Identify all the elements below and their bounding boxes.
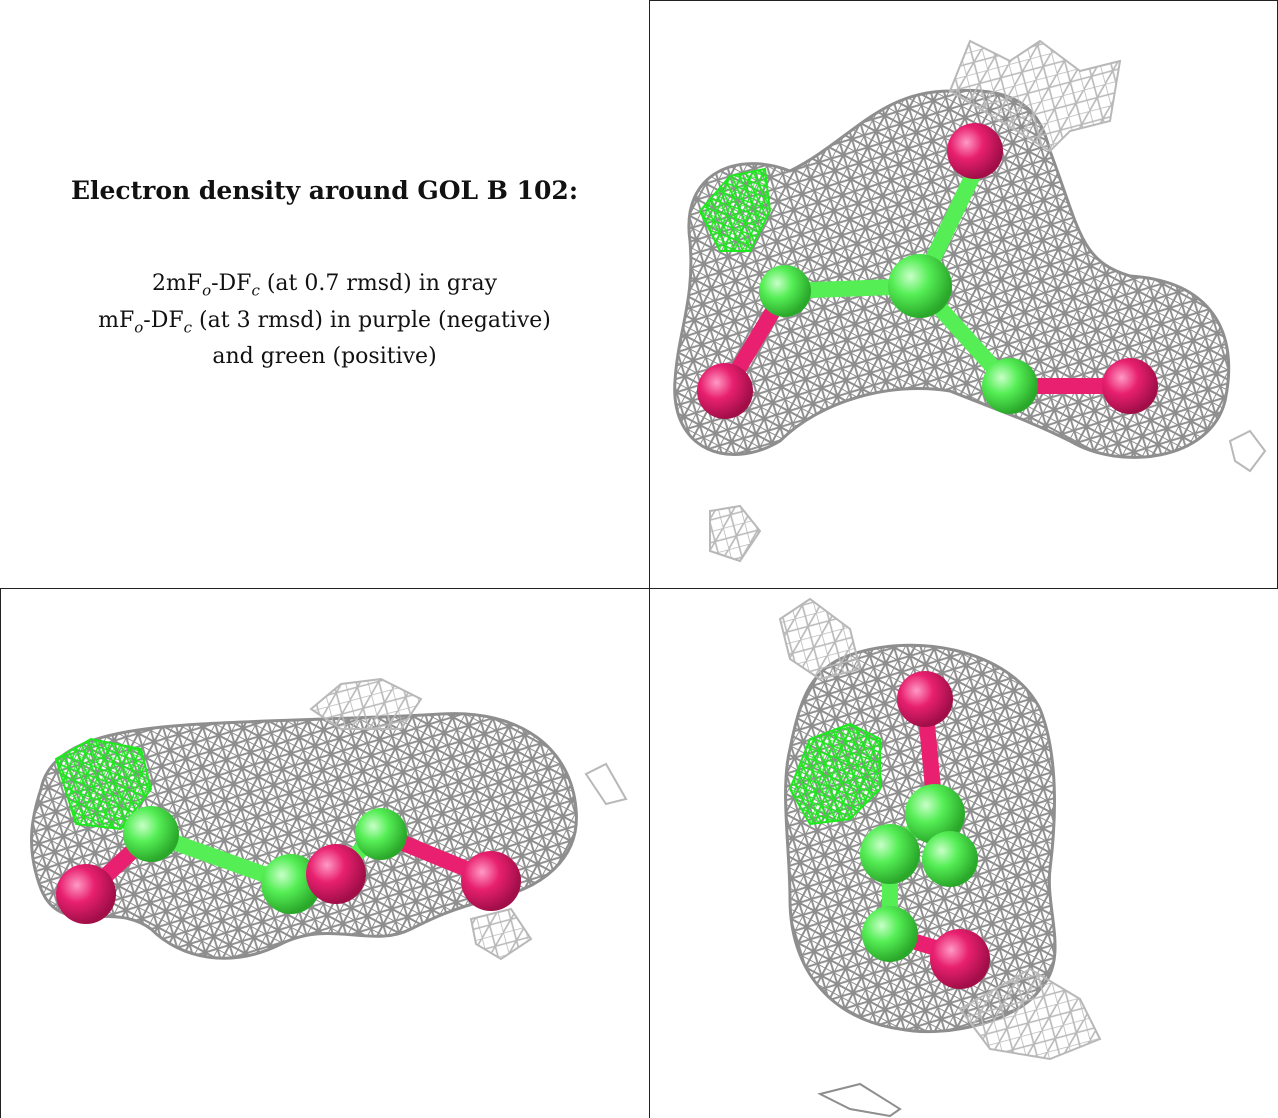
density-view-2 [1,589,649,1118]
gray-mesh-top-fragment [948,39,1122,153]
density-view-1-figure [673,39,1267,563]
caption-line-2: mFo-DFc (at 3 rmsd) in purple (negative) [98,307,551,336]
caption-line-3: and green (positive) [212,343,437,369]
gray-mesh-small-fragment-2 [1228,429,1267,473]
gray-mesh-blob [673,88,1231,459]
density-view-3 [650,589,1277,1118]
caption-line-1: 2mFo-DFc (at 0.7 rmsd) in gray [151,271,498,300]
green-mesh-positive [788,722,881,826]
density-view-2-figure [30,677,628,961]
density-view-3-figure [778,597,1102,1118]
gray-mesh-small-fragment-1 [709,504,762,563]
gray-mesh-small-fragment-2 [584,762,628,806]
green-mesh-positive [698,167,772,252]
gray-mesh-top-fragment [309,677,423,730]
glycerol-model [697,123,1158,419]
border-center [649,0,650,1118]
border-middle [0,588,1278,589]
gray-mesh-small-fragment-1 [469,907,533,961]
glycerol-model [56,806,521,924]
caption-panel: Electron density around GOL B 102: 2mFo-… [0,0,649,588]
density-view-1 [650,1,1277,588]
green-mesh-positive [54,737,153,831]
gray-mesh-small-fragment [817,1082,902,1118]
gray-mesh-top-fragment [778,597,862,681]
gray-mesh-bottom-fragment [958,967,1102,1061]
caption-description: 2mFo-DFc (at 0.7 rmsd) in gray mFo-DFc (… [98,269,551,372]
caption-title: Electron density around GOL B 102: [70,176,579,206]
glycerol-model [860,671,990,989]
